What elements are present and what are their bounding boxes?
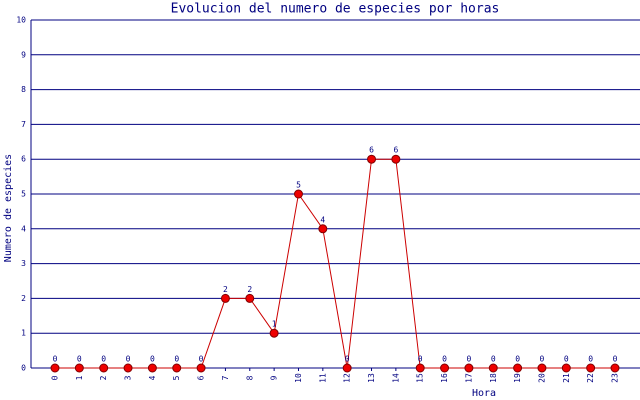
y-tick-label: 7 — [21, 120, 26, 129]
data-label: 6 — [393, 146, 398, 155]
x-tick-label: 14 — [391, 373, 400, 383]
x-tick-label: 15 — [416, 373, 425, 383]
data-label: 2 — [223, 285, 228, 294]
data-label: 0 — [564, 355, 569, 364]
point — [220, 293, 230, 303]
data-label: 0 — [199, 355, 204, 364]
data-label: 0 — [53, 355, 58, 364]
point — [610, 363, 620, 373]
point — [196, 363, 206, 373]
point — [123, 363, 133, 373]
y-tick-label: 3 — [21, 259, 26, 268]
data-label: 0 — [150, 355, 155, 364]
x-tick-label: 13 — [367, 373, 376, 383]
chart-title: Evolucion del numero de especies por hor… — [171, 2, 500, 17]
data-label: 0 — [613, 355, 618, 364]
data-label: 6 — [369, 146, 374, 155]
data-label: 0 — [126, 355, 131, 364]
x-tick-label: 4 — [148, 375, 157, 380]
point — [391, 154, 401, 164]
data-label: 0 — [418, 355, 423, 364]
data-label: 0 — [540, 355, 545, 364]
point — [342, 363, 352, 373]
point — [269, 328, 279, 338]
x-tick-label: 21 — [562, 373, 571, 383]
x-tick-label: 17 — [464, 373, 473, 383]
x-tick-label: 16 — [440, 373, 449, 383]
data-label: 0 — [345, 355, 350, 364]
point — [440, 363, 450, 373]
y-tick-label: 8 — [21, 85, 26, 94]
point — [586, 363, 596, 373]
point — [464, 363, 474, 373]
x-tick-label: 1 — [75, 375, 84, 380]
data-label: 0 — [466, 355, 471, 364]
x-tick-label: 22 — [586, 373, 595, 383]
point — [172, 363, 182, 373]
data-label: 0 — [588, 355, 593, 364]
y-tick-label: 9 — [21, 50, 26, 59]
x-tick-label: 12 — [343, 373, 352, 383]
data-label: 0 — [101, 355, 106, 364]
y-axis-label: Numero de especies — [3, 154, 14, 262]
point — [245, 293, 255, 303]
y-tick-label: 1 — [21, 329, 26, 338]
point — [293, 189, 303, 199]
point — [537, 363, 547, 373]
data-label: 0 — [515, 355, 520, 364]
point — [415, 363, 425, 373]
data-label: 2 — [247, 285, 252, 294]
data-label: 0 — [174, 355, 179, 364]
x-tick-label: 8 — [245, 375, 254, 380]
data-label: 0 — [77, 355, 82, 364]
x-tick-label: 3 — [124, 375, 133, 380]
data-label: 0 — [442, 355, 447, 364]
x-tick-label: 5 — [172, 375, 181, 380]
y-tick-label: 10 — [16, 16, 26, 25]
y-tick-label: 0 — [21, 364, 26, 373]
point — [561, 363, 571, 373]
y-tick-label: 2 — [21, 294, 26, 303]
data-label: 1 — [272, 320, 277, 329]
x-axis-label: Hora — [472, 388, 496, 399]
x-tick-label: 2 — [99, 375, 108, 380]
x-tick-label: 9 — [270, 375, 279, 380]
x-tick-label: 6 — [197, 375, 206, 380]
x-tick-label: 0 — [51, 375, 60, 380]
x-tick-label: 18 — [489, 373, 498, 383]
y-tick-label: 4 — [21, 224, 26, 233]
point — [147, 363, 157, 373]
y-tick-label: 6 — [21, 155, 26, 164]
data-label: 4 — [320, 215, 325, 224]
point — [74, 363, 84, 373]
point — [513, 363, 523, 373]
x-tick-label: 20 — [537, 373, 546, 383]
point — [99, 363, 109, 373]
x-tick-label: 19 — [513, 373, 522, 383]
x-tick-label: 7 — [221, 375, 230, 380]
x-tick-label: 23 — [611, 373, 620, 383]
x-tick-label: 10 — [294, 373, 303, 383]
data-label: 0 — [491, 355, 496, 364]
point — [367, 154, 377, 164]
point — [50, 363, 60, 373]
point — [318, 224, 328, 234]
point — [488, 363, 498, 373]
data-label: 5 — [296, 181, 301, 190]
y-tick-label: 5 — [21, 190, 26, 199]
x-tick-label: 11 — [318, 373, 327, 383]
